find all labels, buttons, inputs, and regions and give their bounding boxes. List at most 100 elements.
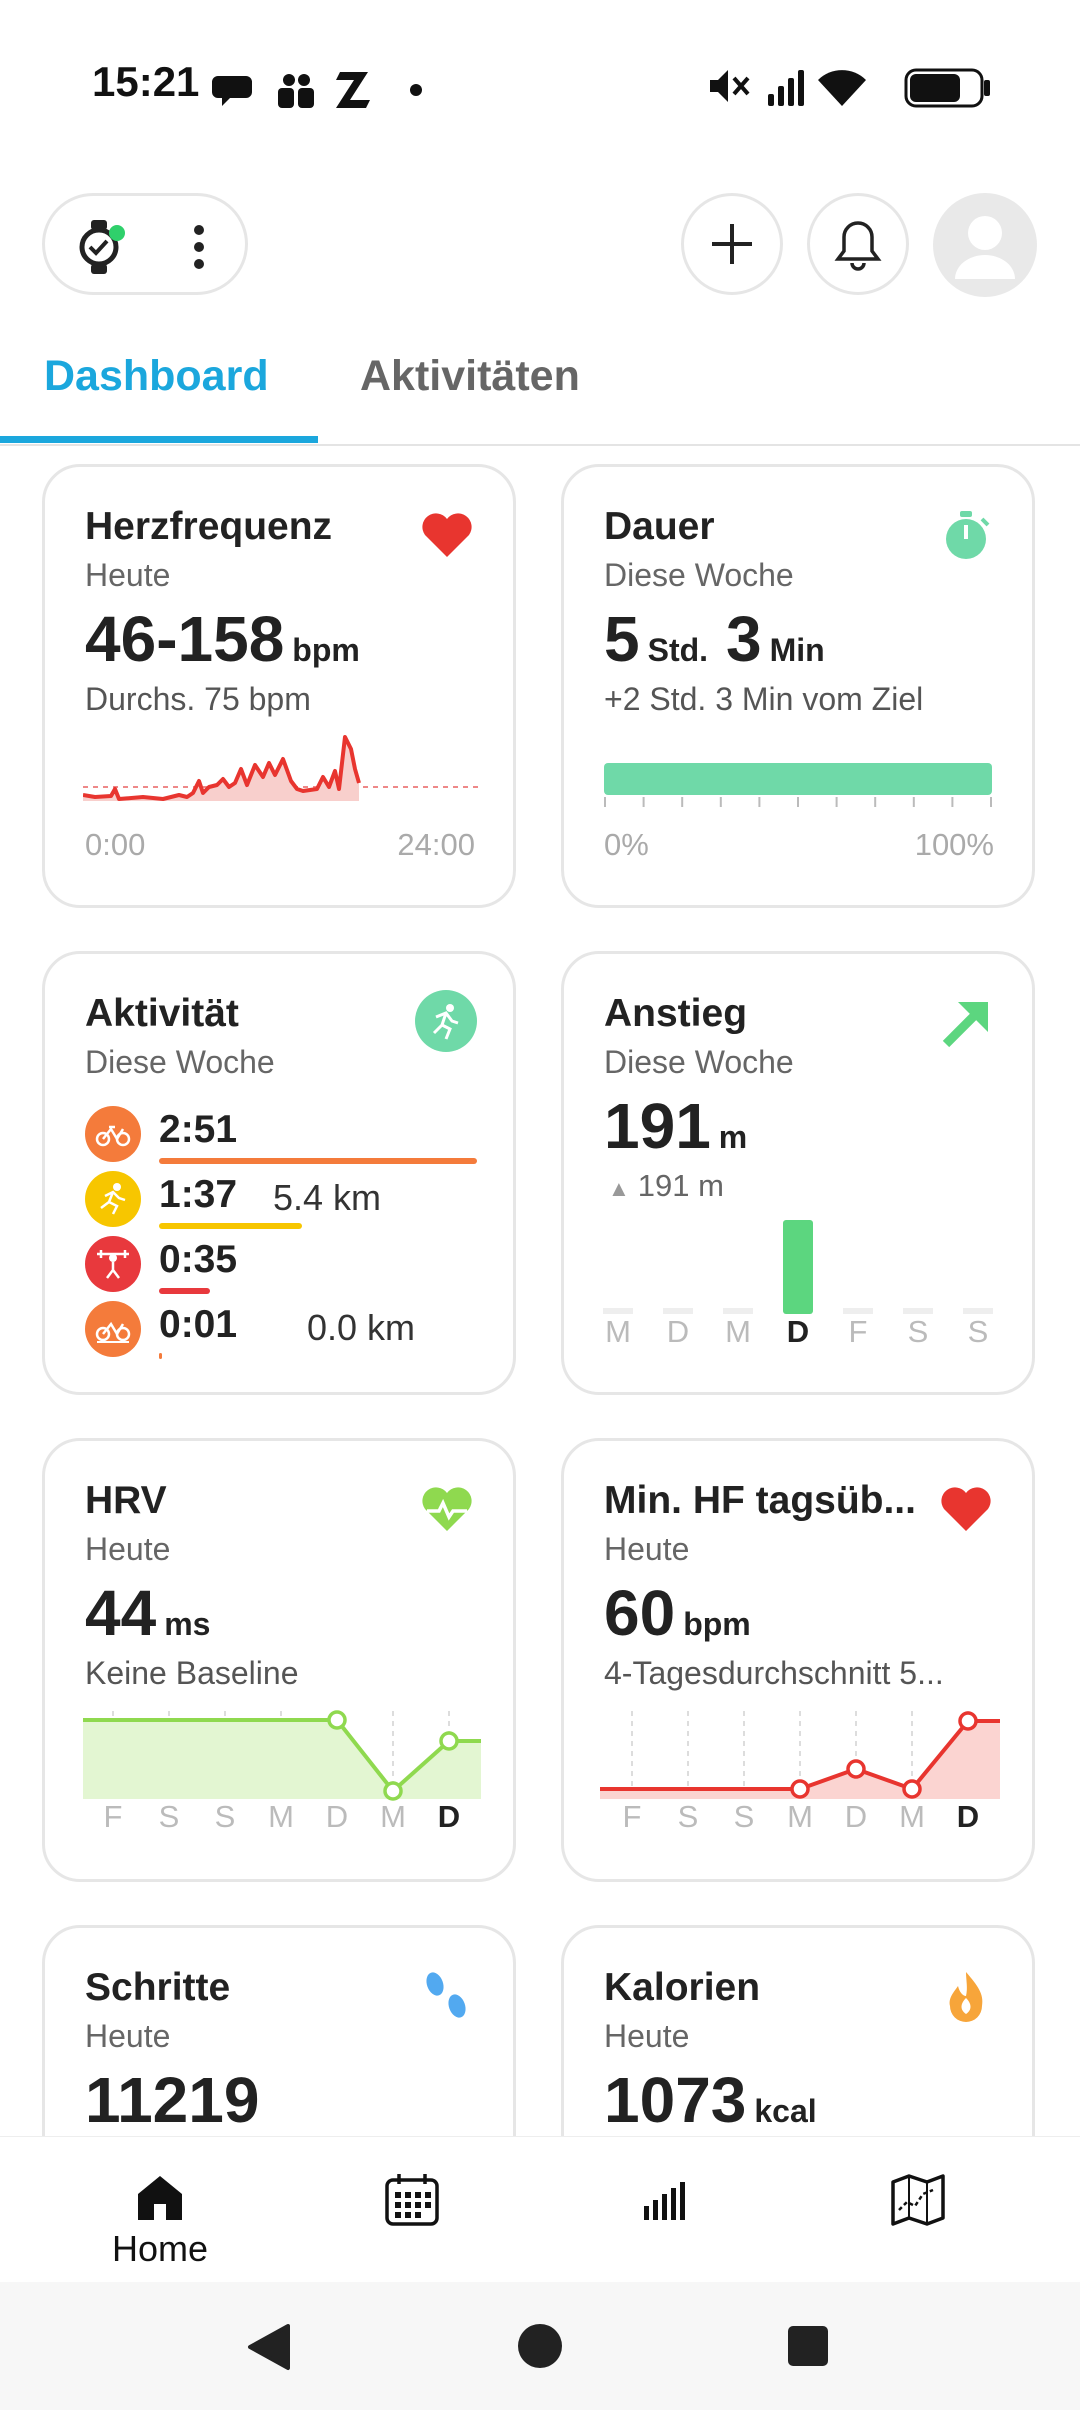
activity-time: 2:51	[159, 1108, 238, 1151]
duration-hours-unit: Std.	[647, 632, 709, 668]
duration-hours: 5	[604, 603, 640, 675]
add-button[interactable]	[681, 193, 783, 295]
status-time: 15:21	[92, 58, 200, 105]
recents-icon[interactable]	[786, 2324, 830, 2368]
day-label: M	[380, 1799, 406, 1834]
day-label: F	[622, 1799, 642, 1834]
heart-rate-series-line	[83, 735, 361, 801]
map-icon	[891, 2174, 945, 2226]
nav-home-label: Home	[111, 2228, 209, 2269]
nav-calendar[interactable]	[352, 2172, 472, 2228]
card-title: Kalorien	[604, 1966, 761, 2009]
min-hr-line-chart	[600, 1711, 1000, 1799]
heart-rate-chart	[83, 735, 479, 801]
card-title: Min. HF tagsüb...	[604, 1479, 916, 1522]
min-hr-point	[958, 1711, 978, 1731]
card-subtitle: Diese Woche	[604, 1044, 794, 1080]
heart-icon	[422, 513, 472, 557]
hrv-value: 44	[85, 1577, 157, 1649]
day-label: D	[437, 1799, 461, 1834]
card-title: Anstieg	[604, 992, 748, 1035]
heart-rate-card[interactable]: Herzfrequenz Heute 46-158 bpm Durchs. 75 …	[42, 464, 516, 908]
day-label: D	[956, 1799, 980, 1834]
day-label: S	[967, 1314, 989, 1349]
activity-distance: 0.0 km	[307, 1307, 416, 1348]
activity-time: 1:37	[159, 1173, 238, 1216]
home-icon	[138, 2176, 182, 2220]
tab-dashboard[interactable]: Dashboard	[44, 352, 269, 400]
ascent-bar-chart	[603, 1220, 993, 1314]
nav-statistics[interactable]	[606, 2172, 726, 2224]
ascent-bar	[723, 1308, 753, 1314]
activity-row-indoor-cycling[interactable]: 0:01 0.0 km	[85, 1299, 485, 1359]
card-subtitle: Heute	[85, 2018, 171, 2054]
cycling-icon	[85, 1106, 141, 1162]
ascent-bar	[843, 1308, 873, 1314]
more-vertical-icon[interactable]	[193, 224, 205, 270]
activity-share-bar	[159, 1288, 210, 1294]
card-note: +2 Std. 3 Min vom Ziel	[604, 681, 924, 717]
calories-value: 1073	[604, 2064, 747, 2136]
day-label: M	[725, 1314, 751, 1349]
card-subtitle: Heute	[604, 1531, 690, 1567]
card-title: Aktivität	[85, 992, 239, 1035]
bell-icon	[834, 221, 882, 271]
flame-icon	[949, 1972, 983, 2022]
axis-start-label: 0%	[604, 827, 649, 862]
card-subtitle: Heute	[604, 2018, 690, 2054]
home-circle-icon[interactable]	[516, 2322, 564, 2370]
card-value: 191 m	[604, 1089, 747, 1163]
card-note: 4-Tagesdurchschnitt 5...	[604, 1655, 944, 1691]
watch-status-button[interactable]	[42, 193, 248, 295]
user-icon	[955, 216, 1015, 279]
day-label: D	[325, 1799, 349, 1834]
activity-row-strength[interactable]: 0:35	[85, 1234, 485, 1294]
triangle-up-icon: ▲	[608, 1176, 630, 1201]
day-label: S	[907, 1314, 929, 1349]
nav-map[interactable]	[858, 2172, 978, 2228]
nav-home[interactable]: Home	[100, 2172, 220, 2270]
activity-time: 0:35	[159, 1238, 238, 1281]
activity-share-bar	[159, 1158, 477, 1164]
tab-aktivitaeten[interactable]: Aktivitäten	[360, 352, 580, 400]
activity-row-running[interactable]: 1:37 5.4 km	[85, 1169, 485, 1229]
profile-avatar[interactable]	[933, 193, 1037, 297]
day-label: F	[848, 1314, 868, 1349]
card-value: 60 bpm	[604, 1576, 751, 1650]
back-icon[interactable]	[246, 2322, 292, 2372]
activity-card[interactable]: Aktivität Diese Woche 2:51 1:37 5.4 km 0…	[42, 951, 516, 1395]
axis-end-label: 100%	[914, 827, 994, 862]
activity-share-bar	[159, 1353, 163, 1359]
day-label: D	[666, 1314, 690, 1349]
notifications-button[interactable]	[807, 193, 909, 295]
hrv-point	[327, 1710, 347, 1730]
duration-card[interactable]: Dauer Diese Woche 5 Std. 3 Min +2 Std. 3 Mi…	[561, 464, 1035, 908]
day-label: M	[605, 1314, 631, 1349]
day-label: D	[786, 1314, 810, 1349]
ascent-bar	[603, 1308, 633, 1314]
card-title: Schritte	[85, 1966, 231, 2009]
watch-icon	[79, 220, 125, 274]
day-label: M	[787, 1799, 813, 1834]
running-icon	[85, 1171, 141, 1227]
min-hr-point	[846, 1759, 866, 1779]
min-hr-point	[790, 1779, 810, 1799]
arrow-up-right-icon	[942, 1002, 988, 1048]
activity-row-cycling[interactable]: 2:51	[85, 1104, 485, 1164]
heart-rate-unit: bpm	[292, 632, 360, 668]
ascent-bar	[963, 1308, 993, 1314]
day-label: F	[103, 1799, 123, 1834]
min-heart-rate-card[interactable]: Min. HF tagsüb... Heute 60 bpm 4-Tagesdur…	[561, 1438, 1035, 1882]
ascent-bar	[663, 1308, 693, 1314]
notification-icons	[212, 72, 422, 108]
heart-icon	[941, 1487, 991, 1531]
indoor-cycling-icon	[85, 1301, 141, 1357]
ascent-bar	[783, 1220, 813, 1314]
day-label: S	[214, 1799, 236, 1834]
heart-pulse-icon	[422, 1487, 472, 1531]
calories-unit: kcal	[754, 2093, 817, 2129]
ascent-note: ▲ 191 m	[608, 1168, 724, 1204]
card-subtitle: Heute	[85, 1531, 171, 1567]
